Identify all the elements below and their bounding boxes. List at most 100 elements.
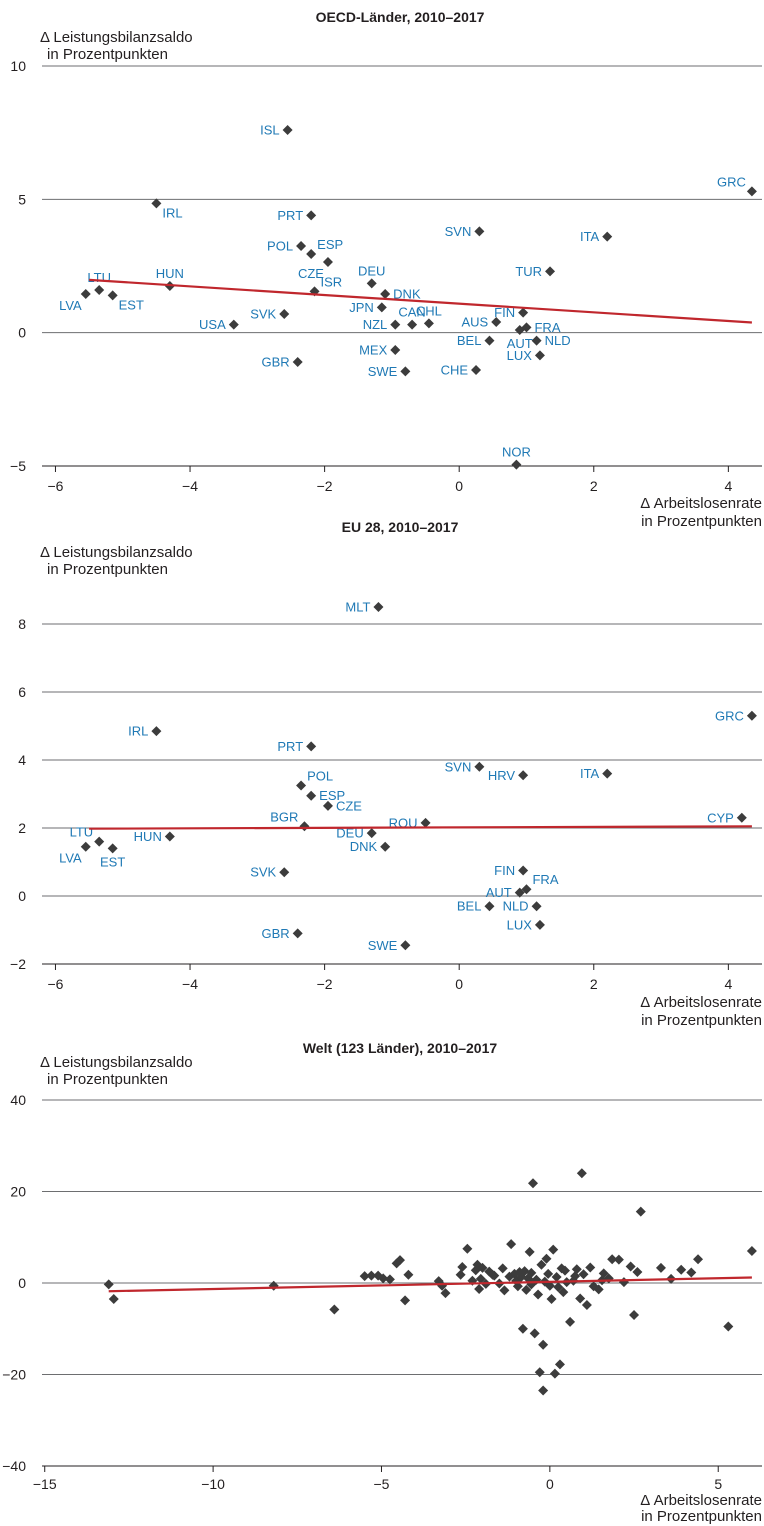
data-point xyxy=(571,1264,582,1275)
x-tick-label: −4 xyxy=(182,478,198,494)
point-label-isl: ISL xyxy=(260,123,280,138)
data-point-prt xyxy=(306,210,317,221)
data-point xyxy=(524,1246,535,1257)
data-point-mex xyxy=(390,345,401,355)
y-tick-label: −20 xyxy=(2,1367,26,1383)
y-axis-label: Δ Leistungsbilanzsaldo xyxy=(40,1054,193,1071)
point-label-bel: BEL xyxy=(457,333,482,348)
x-tick-label: −2 xyxy=(317,478,333,494)
point-label-swe: SWE xyxy=(368,938,398,953)
point-label-nld: NLD xyxy=(545,333,571,348)
data-point xyxy=(521,1284,532,1295)
data-point xyxy=(506,1239,517,1250)
data-point-lux xyxy=(534,350,545,361)
chart-panel-2: −2 0 2 4 6 8 −6 −4 −2 0 2 4 EU 28, 2010–2017 Δ Leistu… xyxy=(10,519,762,1029)
data-point xyxy=(581,1299,592,1310)
data-point xyxy=(551,1272,562,1283)
data-point xyxy=(686,1267,697,1278)
y-axis-label-unit: in Prozentpunkten xyxy=(47,1071,168,1088)
data-point xyxy=(549,1368,560,1379)
point-label-nor: NOR xyxy=(502,445,531,460)
data-point xyxy=(462,1243,473,1254)
x-tick-label: −2 xyxy=(317,976,333,992)
data-point xyxy=(474,1283,485,1294)
x-axis-label: Δ Arbeitslosenrate xyxy=(640,1492,762,1509)
data-point xyxy=(607,1254,618,1265)
data-point xyxy=(108,1294,119,1305)
point-label-hun: HUN xyxy=(134,829,162,844)
y-axis-label: Δ Leistungsbilanzsaldo xyxy=(40,29,193,46)
trend-line xyxy=(89,278,752,324)
data-point-chl xyxy=(423,318,434,329)
data-point-lva xyxy=(80,841,91,852)
y-tick-label: 4 xyxy=(18,752,26,768)
x-axis-label-unit: in Prozentpunkten xyxy=(641,1012,762,1029)
data-point xyxy=(378,1273,389,1284)
data-point xyxy=(522,1273,533,1284)
data-point-ita xyxy=(602,231,613,242)
data-point-can xyxy=(407,319,418,330)
data-point-tur xyxy=(545,266,556,277)
data-point xyxy=(565,1316,576,1327)
point-label-mex: MEX xyxy=(359,343,388,358)
y-tick-label: −5 xyxy=(10,458,26,474)
x-tick-label: −10 xyxy=(201,1476,225,1492)
data-point-deu xyxy=(366,278,377,289)
data-point-deu xyxy=(366,828,377,839)
data-point xyxy=(455,1269,466,1280)
point-label-fra: FRA xyxy=(534,320,560,335)
data-point-bel xyxy=(484,335,495,346)
point-label-dnk: DNK xyxy=(393,287,421,302)
y-tick-label: 10 xyxy=(10,58,26,74)
data-point xyxy=(512,1281,523,1292)
point-label-grc: GRC xyxy=(715,708,744,723)
data-point xyxy=(538,1385,549,1396)
point-label-aus: AUS xyxy=(461,315,488,330)
point-label-grc: GRC xyxy=(717,174,746,189)
data-point xyxy=(625,1261,636,1272)
data-point xyxy=(489,1270,500,1281)
data-point-aus xyxy=(491,317,502,327)
data-point xyxy=(329,1304,340,1315)
data-point-dnk xyxy=(380,841,391,852)
data-point xyxy=(655,1262,666,1273)
data-point-che xyxy=(471,365,482,375)
y-tick-label: 8 xyxy=(18,616,26,632)
y-tick-label: 2 xyxy=(18,820,26,836)
point-label-nzl: NZL xyxy=(363,317,388,332)
data-point xyxy=(676,1264,687,1275)
data-point xyxy=(499,1285,510,1296)
chart-panel-1: −5 0 5 10 −6 −4 −2 0 2 4 OECD-Länder, 2010–2017 Δ L… xyxy=(10,9,762,530)
x-tick-label: −4 xyxy=(182,976,198,992)
x-tick-label: −5 xyxy=(373,1476,389,1492)
data-point-fra xyxy=(521,884,532,895)
point-label-deu: DEU xyxy=(358,263,385,278)
data-point-nor xyxy=(511,459,522,470)
y-tick-label: 40 xyxy=(10,1092,26,1108)
data-point-bel xyxy=(484,901,495,912)
data-point-rou xyxy=(420,817,431,828)
data-point xyxy=(533,1289,544,1300)
point-label-nld: NLD xyxy=(503,899,529,914)
data-point-hun xyxy=(164,831,175,842)
x-tick-label: 2 xyxy=(590,976,598,992)
data-point-est xyxy=(107,843,118,854)
point-label-ltu: LTU xyxy=(70,825,94,840)
data-point-bgr xyxy=(299,821,310,832)
point-label-aut: AUT xyxy=(507,336,533,351)
data-point xyxy=(103,1279,114,1290)
data-point-est xyxy=(107,290,118,301)
x-tick-label: 0 xyxy=(546,1476,554,1492)
point-label-svk: SVK xyxy=(250,307,276,322)
y-tick-label: 20 xyxy=(10,1184,26,1200)
data-point-lux xyxy=(534,919,545,930)
data-point xyxy=(632,1267,643,1278)
point-label-usa: USA xyxy=(199,317,226,332)
point-label-irl: IRL xyxy=(162,205,182,220)
data-point-jpn xyxy=(376,302,387,313)
data-point-nzl xyxy=(390,319,401,330)
data-point xyxy=(497,1263,508,1274)
point-label-hun: HUN xyxy=(156,266,184,281)
point-label-fin: FIN xyxy=(494,863,515,878)
